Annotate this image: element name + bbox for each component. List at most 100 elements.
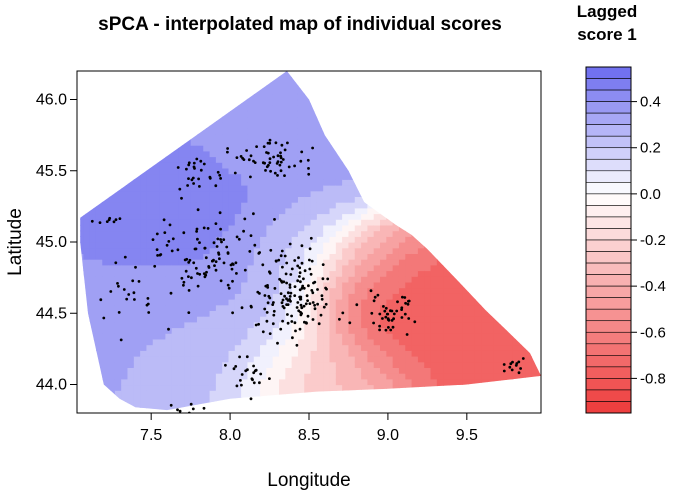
surface-cell xyxy=(291,122,299,129)
surface-cell xyxy=(493,321,501,329)
surface-cell xyxy=(329,202,337,209)
surface-cell xyxy=(424,150,432,158)
surface-cell xyxy=(443,110,451,118)
surface-cell xyxy=(329,287,337,294)
surface-cell xyxy=(474,99,482,106)
surface-cell xyxy=(449,281,457,289)
surface-cell xyxy=(342,185,350,192)
surface-cell xyxy=(405,321,413,329)
surface-cell xyxy=(310,253,318,260)
surface-cell xyxy=(196,276,204,283)
surface-cell xyxy=(190,224,198,232)
surface-cell xyxy=(525,167,533,175)
surface-cell xyxy=(323,230,331,237)
surface-cell xyxy=(462,281,469,289)
surface-cell xyxy=(455,384,463,391)
surface-cell xyxy=(342,196,350,203)
surface-cell xyxy=(323,327,331,334)
surface-cell xyxy=(342,145,350,152)
sample-point xyxy=(285,261,289,265)
surface-cell xyxy=(417,344,425,351)
surface-cell xyxy=(171,344,179,351)
surface-cell xyxy=(354,287,362,294)
sample-point xyxy=(389,309,392,313)
surface-cell xyxy=(449,116,457,123)
surface-cell xyxy=(152,196,160,203)
surface-cell xyxy=(234,122,242,129)
surface-cell xyxy=(329,276,337,283)
surface-cell xyxy=(316,230,324,237)
surface-cell xyxy=(272,321,280,329)
surface-cell xyxy=(203,361,211,368)
surface-cell xyxy=(140,76,148,83)
surface-cell xyxy=(455,93,463,101)
surface-cell xyxy=(266,179,274,186)
surface-cell xyxy=(234,333,242,340)
surface-cell xyxy=(310,122,318,129)
sample-point xyxy=(266,141,270,145)
surface-cell xyxy=(424,82,432,89)
surface-cell xyxy=(323,202,331,209)
surface-cell xyxy=(291,281,299,289)
surface-cell xyxy=(222,390,230,397)
surface-cell xyxy=(449,71,457,78)
surface-cell xyxy=(342,378,350,386)
surface-cell xyxy=(171,71,179,78)
surface-cell xyxy=(140,213,148,220)
surface-cell xyxy=(140,116,148,123)
sample-point xyxy=(219,227,223,231)
surface-cell xyxy=(114,253,122,260)
surface-cell xyxy=(234,338,242,346)
sample-point xyxy=(384,328,388,332)
surface-cell xyxy=(272,356,280,363)
surface-cell xyxy=(468,384,476,391)
surface-cell xyxy=(184,344,192,351)
surface-cell xyxy=(266,327,274,334)
sample-point xyxy=(288,242,292,246)
surface-cell xyxy=(424,105,432,112)
surface-cell xyxy=(285,299,293,306)
sample-point xyxy=(311,301,315,304)
surface-cell xyxy=(196,384,204,391)
surface-cell xyxy=(430,384,438,391)
surface-cell xyxy=(348,99,356,106)
surface-cell xyxy=(241,293,249,300)
surface-cell xyxy=(329,219,337,226)
surface-cell xyxy=(342,93,350,101)
surface-cell xyxy=(525,373,533,380)
surface-cell xyxy=(405,213,413,220)
surface-cell xyxy=(83,88,91,95)
surface-cell xyxy=(354,105,362,112)
surface-cell xyxy=(241,321,249,329)
surface-cell xyxy=(386,207,394,215)
surface-cell xyxy=(512,316,520,323)
surface-cell xyxy=(291,145,299,152)
surface-cell xyxy=(279,76,286,83)
surface-cell xyxy=(367,71,375,78)
sample-point xyxy=(299,159,303,163)
surface-cell xyxy=(373,333,381,340)
surface-cell xyxy=(531,378,539,386)
surface-cell xyxy=(342,310,350,317)
surface-cell xyxy=(417,82,425,89)
surface-cell xyxy=(165,259,173,266)
surface-cell xyxy=(493,242,501,249)
surface-cell xyxy=(335,145,343,152)
surface-cell xyxy=(512,156,520,163)
surface-cell xyxy=(531,116,539,123)
surface-cell xyxy=(114,344,122,351)
surface-cell xyxy=(159,139,166,146)
surface-cell xyxy=(468,299,476,306)
sample-point xyxy=(263,307,267,311)
surface-cell xyxy=(152,185,160,192)
surface-cell xyxy=(171,236,179,243)
surface-cell xyxy=(487,196,495,203)
surface-cell xyxy=(316,281,324,289)
sample-point xyxy=(297,309,301,313)
sample-point xyxy=(116,282,119,285)
surface-cell xyxy=(430,327,438,334)
surface-cell xyxy=(133,139,141,146)
surface-cell xyxy=(95,162,103,169)
surface-cell xyxy=(304,321,312,329)
surface-cell xyxy=(512,270,520,277)
